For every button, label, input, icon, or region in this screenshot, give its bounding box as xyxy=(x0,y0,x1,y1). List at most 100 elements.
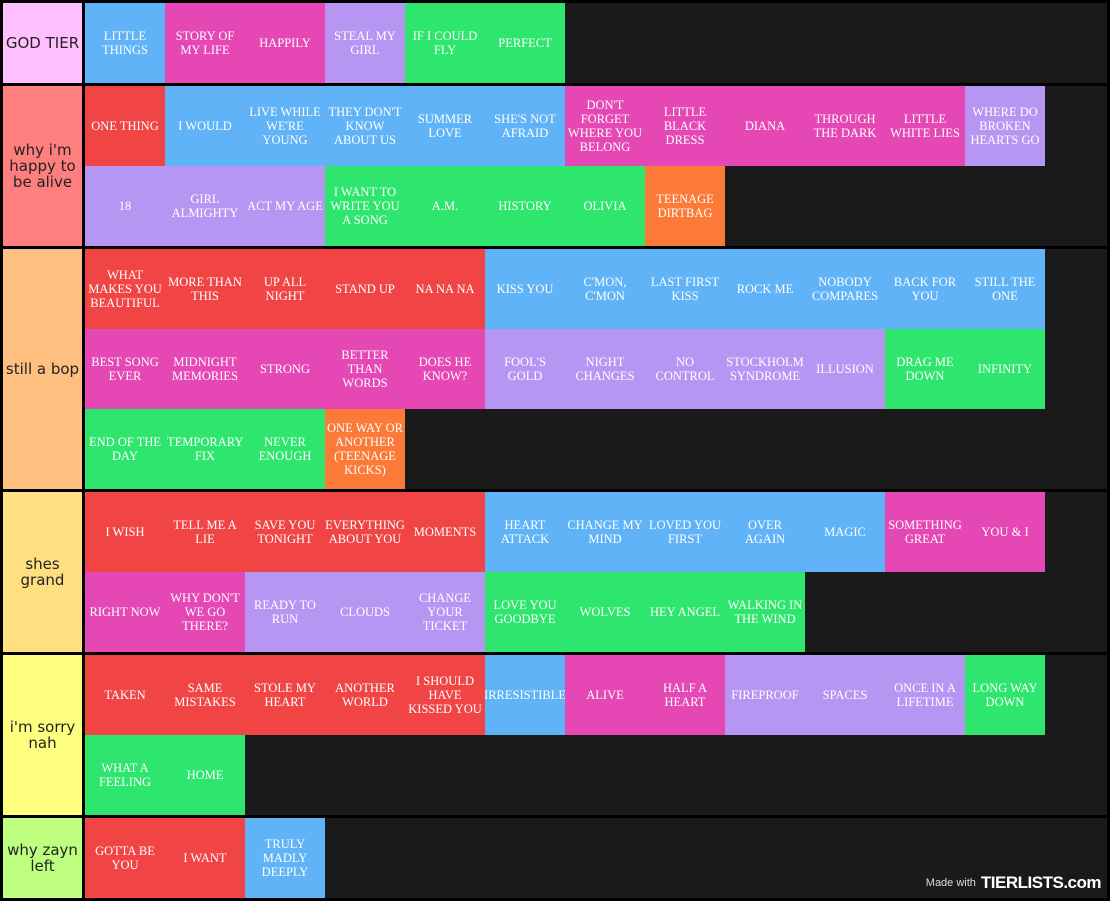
tier-item[interactable]: NEVER ENOUGH xyxy=(245,409,325,489)
tier-item[interactable]: NO CONTROL xyxy=(645,329,725,409)
tier-item[interactable]: WHAT MAKES YOU BEAUTIFUL xyxy=(85,249,165,329)
tier-item[interactable]: NA NA NA xyxy=(405,249,485,329)
tier-item[interactable]: HEART ATTACK xyxy=(485,492,565,572)
tier-item[interactable]: HALF A HEART xyxy=(645,655,725,735)
tier-item[interactable]: A.M. xyxy=(405,166,485,246)
tier-item[interactable]: WHAT A FEELING xyxy=(85,735,165,815)
tier-item[interactable]: IRRESISTIBLE xyxy=(485,655,565,735)
tier-item[interactable]: ONCE IN A LIFETIME xyxy=(885,655,965,735)
tier-item[interactable]: NIGHT CHANGES xyxy=(565,329,645,409)
tier-item[interactable]: HAPPILY xyxy=(245,3,325,83)
tier-item[interactable]: SUMMER LOVE xyxy=(405,86,485,166)
tier-item[interactable]: END OF THE DAY xyxy=(85,409,165,489)
tier-item[interactable]: STILL THE ONE xyxy=(965,249,1045,329)
tier-item[interactable]: CLOUDS xyxy=(325,572,405,652)
tier-item[interactable]: TRULY MADLY DEEPLY xyxy=(245,818,325,898)
tier-item[interactable]: READY TO RUN xyxy=(245,572,325,652)
tier-item[interactable]: HOME xyxy=(165,735,245,815)
tier-item[interactable]: SHE'S NOT AFRAID xyxy=(485,86,565,166)
tier-item[interactable]: CHANGE YOUR TICKET xyxy=(405,572,485,652)
tier-item[interactable]: BETTER THAN WORDS xyxy=(325,329,405,409)
tier-item[interactable]: GIRL ALMIGHTY xyxy=(165,166,245,246)
tier-label[interactable]: GOD TIER xyxy=(3,3,82,83)
tier-item[interactable]: STORY OF MY LIFE xyxy=(165,3,245,83)
tier-item[interactable]: CHANGE MY MIND xyxy=(565,492,645,572)
tier-item[interactable]: TAKEN xyxy=(85,655,165,735)
tier-item[interactable]: MAGIC xyxy=(805,492,885,572)
tier-item[interactable]: STEAL MY GIRL xyxy=(325,3,405,83)
tier-item[interactable]: SAVE YOU TONIGHT xyxy=(245,492,325,572)
tier-item[interactable]: STRONG xyxy=(245,329,325,409)
tier-item[interactable]: TEMPORARY FIX xyxy=(165,409,245,489)
tier-item[interactable]: LAST FIRST KISS xyxy=(645,249,725,329)
tier-item[interactable]: RIGHT NOW xyxy=(85,572,165,652)
tier-items-area[interactable]: TAKEN SAME MISTAKES STOLE MY HEART ANOTHER … xyxy=(85,655,1107,815)
tier-label[interactable]: still a bop xyxy=(3,249,82,489)
tier-item[interactable]: ANOTHER WORLD xyxy=(325,655,405,735)
tier-item[interactable]: DRAG ME DOWN xyxy=(885,329,965,409)
tier-item[interactable]: THEY DON'T KNOW ABOUT US xyxy=(325,86,405,166)
tier-item[interactable]: KISS YOU xyxy=(485,249,565,329)
tier-items-area[interactable]: I WISH TELL ME A LIE SAVE YOU TONIGHT EVERY… xyxy=(85,492,1107,652)
tier-item[interactable]: EVERYTHING ABOUT YOU xyxy=(325,492,405,572)
tier-item[interactable]: LIVE WHILE WE'RE YOUNG xyxy=(245,86,325,166)
tier-item[interactable]: TELL ME A LIE xyxy=(165,492,245,572)
tier-item[interactable]: MOMENTS xyxy=(405,492,485,572)
tier-item[interactable]: DON'T FORGET WHERE YOU BELONG xyxy=(565,86,645,166)
tier-item[interactable]: ONE THING xyxy=(85,86,165,166)
tier-label[interactable]: shes grand xyxy=(3,492,82,652)
tier-item[interactable]: I SHOULD HAVE KISSED YOU xyxy=(405,655,485,735)
tier-item[interactable]: ILLUSION xyxy=(805,329,885,409)
tier-item[interactable]: LITTLE WHITE LIES xyxy=(885,86,965,166)
tier-item[interactable]: I WISH xyxy=(85,492,165,572)
tier-item[interactable]: WHERE DO BROKEN HEARTS GO xyxy=(965,86,1045,166)
tier-item[interactable]: LOVE YOU GOODBYE xyxy=(485,572,565,652)
tier-item[interactable]: STAND UP xyxy=(325,249,405,329)
tier-item[interactable]: THROUGH THE DARK xyxy=(805,86,885,166)
tier-item[interactable]: MORE THAN THIS xyxy=(165,249,245,329)
tier-item[interactable]: LITTLE BLACK DRESS xyxy=(645,86,725,166)
tier-item[interactable]: I WANT TO WRITE YOU A SONG xyxy=(325,166,405,246)
tier-item[interactable]: WALKING IN THE WIND xyxy=(725,572,805,652)
tier-item[interactable]: NOBODY COMPARES xyxy=(805,249,885,329)
tier-item[interactable]: C'MON, C'MON xyxy=(565,249,645,329)
tier-item[interactable]: ROCK ME xyxy=(725,249,805,329)
tier-item[interactable]: FIREPROOF xyxy=(725,655,805,735)
tier-item[interactable]: WHY DON'T WE GO THERE? xyxy=(165,572,245,652)
tier-item[interactable]: SAME MISTAKES xyxy=(165,655,245,735)
tier-item[interactable]: STOLE MY HEART xyxy=(245,655,325,735)
tier-item[interactable]: HEY ANGEL xyxy=(645,572,725,652)
tier-item[interactable]: BACK FOR YOU xyxy=(885,249,965,329)
tier-item[interactable]: DOES HE KNOW? xyxy=(405,329,485,409)
tier-item[interactable]: SOMETHING GREAT xyxy=(885,492,965,572)
tier-item[interactable]: STOCKHOLM SYNDROME xyxy=(725,329,805,409)
tier-item[interactable]: DIANA xyxy=(725,86,805,166)
tier-item[interactable]: LITTLE THINGS xyxy=(85,3,165,83)
tier-item[interactable]: OLIVIA xyxy=(565,166,645,246)
tier-item[interactable]: LOVED YOU FIRST xyxy=(645,492,725,572)
tier-item[interactable]: MIDNIGHT MEMORIES xyxy=(165,329,245,409)
tier-item[interactable]: SPACES xyxy=(805,655,885,735)
tier-item[interactable]: GOTTA BE YOU xyxy=(85,818,165,898)
tier-item[interactable]: UP ALL NIGHT xyxy=(245,249,325,329)
tier-item[interactable]: IF I COULD FLY xyxy=(405,3,485,83)
tier-item[interactable]: OVER AGAIN xyxy=(725,492,805,572)
tier-items-area[interactable]: ONE THING I WOULD LIVE WHILE WE'RE YOUNG TH… xyxy=(85,86,1107,246)
tier-label[interactable]: why zayn left xyxy=(3,818,82,898)
tier-item[interactable]: FOOL'S GOLD xyxy=(485,329,565,409)
tier-item[interactable]: PERFECT xyxy=(485,3,565,83)
tier-item[interactable]: WOLVES xyxy=(565,572,645,652)
tier-item[interactable]: HISTORY xyxy=(485,166,565,246)
tier-item[interactable]: 18 xyxy=(85,166,165,246)
tier-item[interactable]: ALIVE xyxy=(565,655,645,735)
tier-item[interactable]: LONG WAY DOWN xyxy=(965,655,1045,735)
tier-item[interactable]: YOU & I xyxy=(965,492,1045,572)
tier-item[interactable]: ONE WAY OR ANOTHER (TEENAGE KICKS) xyxy=(325,409,405,489)
tier-label[interactable]: why i'm happy to be alive xyxy=(3,86,82,246)
tier-item[interactable]: I WOULD xyxy=(165,86,245,166)
tier-item[interactable]: ACT MY AGE xyxy=(245,166,325,246)
tier-item[interactable]: BEST SONG EVER xyxy=(85,329,165,409)
tier-item[interactable]: INFINITY xyxy=(965,329,1045,409)
tier-item[interactable]: TEENAGE DIRTBAG xyxy=(645,166,725,246)
tier-items-area[interactable]: LITTLE THINGS STORY OF MY LIFE HAPPILY STEA… xyxy=(85,3,1107,83)
